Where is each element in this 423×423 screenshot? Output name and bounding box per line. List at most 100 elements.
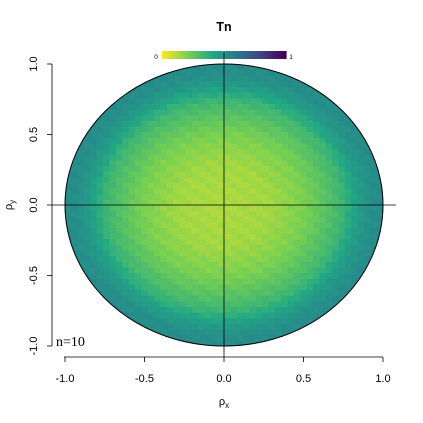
heatmap-cell: [160, 278, 168, 285]
heatmap-cell: [211, 300, 219, 308]
heatmap-cell: [185, 86, 193, 93]
heatmap-cell: [154, 244, 161, 251]
heatmap-cell: [281, 188, 289, 195]
heatmap-cell: [204, 295, 212, 302]
heatmap-cell: [90, 233, 98, 240]
heatmap-cell: [192, 323, 200, 330]
heatmap-cell: [281, 272, 289, 279]
heatmap-cell: [236, 306, 244, 313]
heatmap-cell: [185, 216, 193, 223]
heatmap-cell: [262, 120, 270, 127]
heatmap-cell: [103, 233, 111, 240]
heatmap-cell: [262, 171, 270, 178]
heatmap-cell: [351, 267, 359, 274]
colorbar-segment: [207, 51, 211, 59]
heatmap-cell: [268, 289, 276, 296]
heatmap-cell: [147, 137, 155, 144]
heatmap-cell: [198, 283, 206, 291]
heatmap-cell: [154, 86, 161, 93]
heatmap-cell: [363, 205, 371, 212]
heatmap-cell: [128, 278, 136, 285]
heatmap-cell: [134, 238, 142, 245]
heatmap-cell: [147, 165, 155, 172]
heatmap-cell: [166, 340, 174, 346]
heatmap-cell: [115, 171, 123, 178]
heatmap-cell: [274, 171, 282, 178]
heatmap-cell: [274, 340, 282, 346]
heatmap-cell: [179, 221, 187, 229]
heatmap-cell: [236, 221, 244, 229]
colorbar-segment: [213, 51, 217, 59]
heatmap-cell: [217, 92, 225, 99]
heatmap-cell: [224, 92, 231, 99]
heatmap-cell: [300, 193, 308, 200]
heatmap-cell: [249, 272, 257, 279]
heatmap-cell: [351, 171, 359, 178]
heatmap-cell: [204, 205, 212, 212]
heatmap-cell: [351, 154, 359, 161]
heatmap-cell: [179, 306, 187, 313]
heatmap-cell: [300, 329, 308, 336]
colorbar-segment: [242, 51, 246, 59]
heatmap-cell: [243, 255, 250, 262]
heatmap-cell: [128, 255, 136, 262]
heatmap-cell: [293, 86, 301, 93]
heatmap-cell: [109, 216, 117, 223]
heatmap-cell: [243, 340, 250, 346]
heatmap-cell: [268, 109, 276, 116]
heatmap-cell: [363, 233, 371, 240]
heatmap-cell: [122, 103, 130, 110]
heatmap-cell: [249, 233, 257, 240]
heatmap-cell: [160, 75, 168, 82]
heatmap-cell: [122, 261, 130, 268]
heatmap-cell: [332, 137, 339, 144]
heatmap-cell: [128, 154, 136, 161]
heatmap-cell: [141, 329, 149, 336]
heatmap-cell: [281, 289, 289, 296]
heatmap-cell: [293, 114, 301, 121]
heatmap-cell: [154, 137, 161, 144]
heatmap-cell: [319, 278, 327, 285]
heatmap-cell: [141, 137, 149, 144]
heatmap-cell: [230, 227, 238, 234]
heatmap-cell: [115, 165, 123, 172]
heatmap-cell: [192, 300, 200, 308]
heatmap-cell: [211, 306, 219, 313]
heatmap-cell: [332, 233, 339, 240]
heatmap-cell: [160, 329, 168, 336]
heatmap-cell: [103, 250, 111, 257]
heatmap-cell: [173, 329, 180, 336]
heatmap-cell: [293, 306, 301, 313]
heatmap-cell: [262, 283, 270, 291]
heatmap-cell: [154, 216, 161, 223]
heatmap-cell: [109, 131, 117, 138]
heatmap-cell: [173, 216, 180, 223]
heatmap-cell: [262, 227, 270, 234]
heatmap-cell: [204, 137, 212, 144]
heatmap-cell: [204, 255, 212, 262]
heatmap-cell: [147, 199, 155, 206]
heatmap-cell: [192, 148, 200, 155]
heatmap-cell: [249, 64, 257, 71]
heatmap-cell: [332, 142, 339, 150]
heatmap-cell: [313, 250, 320, 257]
heatmap-cell: [96, 272, 104, 279]
heatmap-cell: [122, 109, 130, 116]
heatmap-cell: [313, 193, 320, 200]
heatmap-cell: [281, 159, 289, 167]
heatmap-cell: [96, 159, 104, 167]
heatmap-cell: [236, 210, 244, 217]
heatmap-cell: [141, 221, 149, 229]
heatmap-cell: [90, 114, 98, 121]
heatmap-cell: [115, 97, 123, 104]
heatmap-cell: [90, 227, 98, 234]
heatmap-cell: [173, 317, 180, 324]
heatmap-cell: [363, 154, 371, 161]
heatmap-cell: [319, 295, 327, 302]
heatmap-cell: [262, 86, 270, 93]
heatmap-cell: [179, 142, 187, 150]
heatmap-cell: [166, 250, 174, 257]
heatmap-cell: [293, 154, 301, 161]
heatmap-cell: [179, 300, 187, 308]
heatmap-cell: [274, 188, 282, 195]
